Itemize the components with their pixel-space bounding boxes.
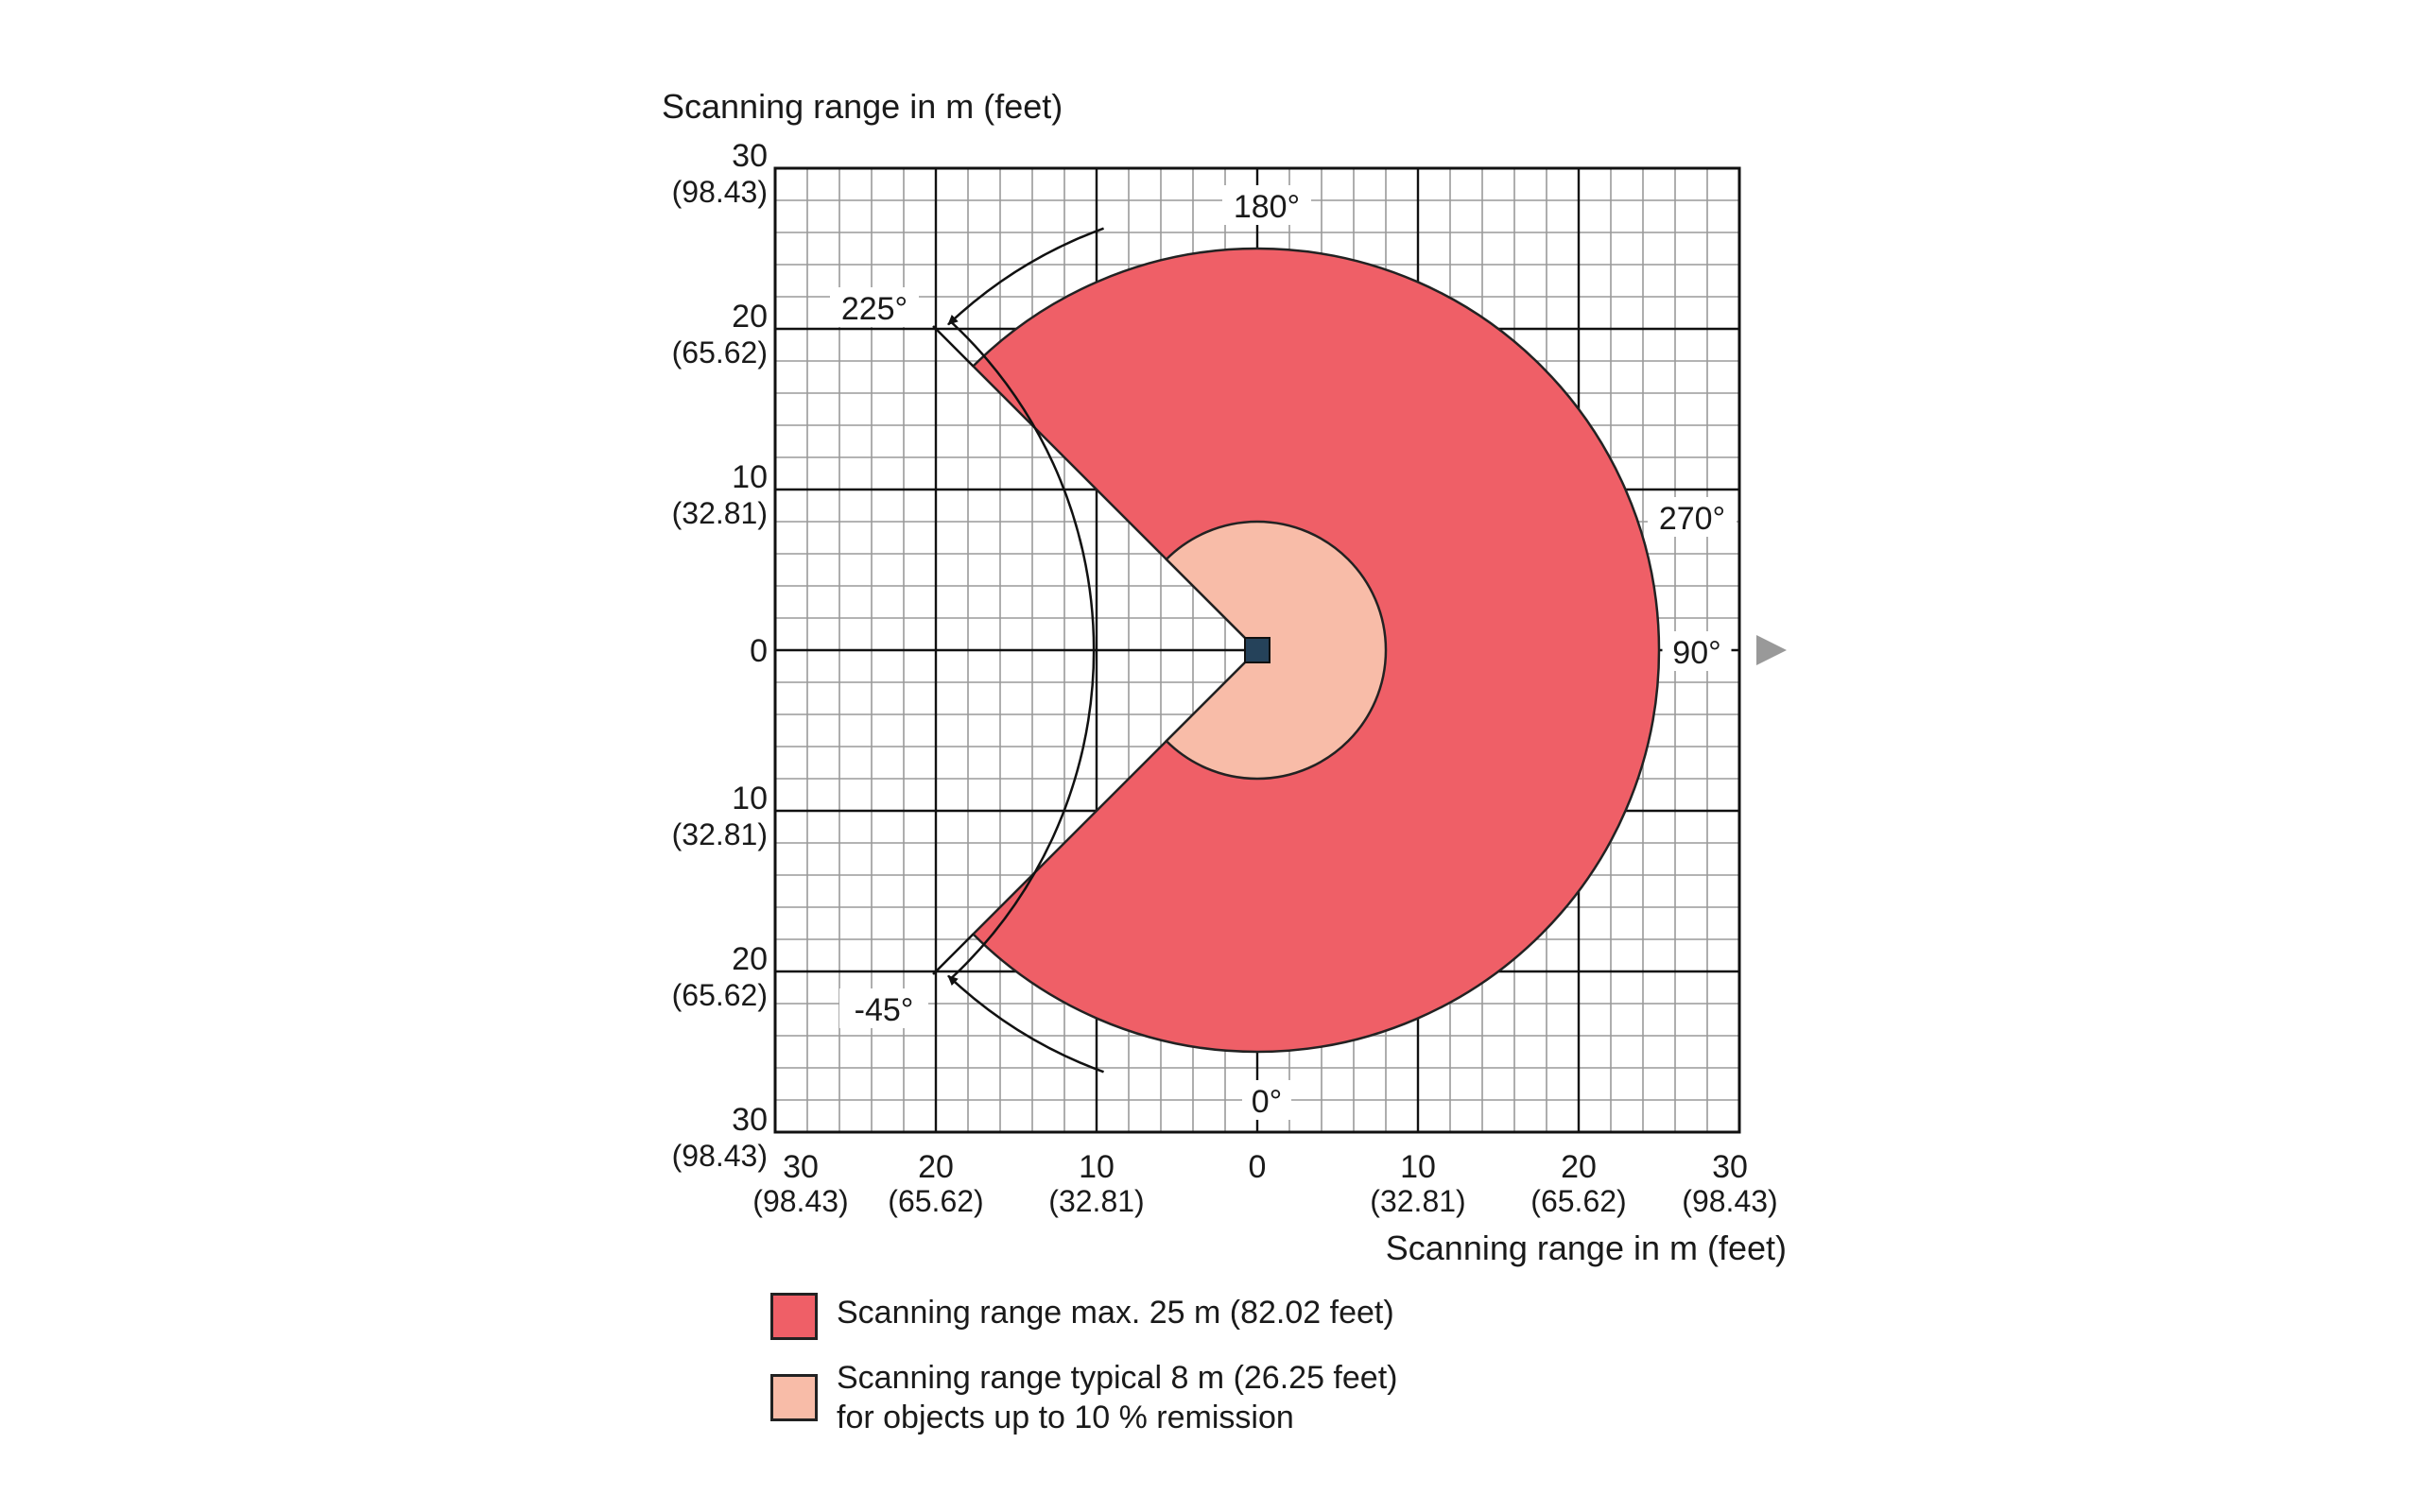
legend-line: for objects up to 10 % remission	[837, 1400, 1294, 1435]
scan-fields	[971, 247, 1661, 1054]
y-axis-ticks: 30(98.43)20(65.62)10(32.81)010(32.81)20(…	[672, 138, 768, 1173]
angle-label: 270°	[1659, 501, 1725, 537]
legend-swatch-max	[770, 1293, 818, 1340]
x-tick-sublabel: (98.43)	[1682, 1184, 1777, 1218]
x-tick-sublabel: (65.62)	[1530, 1184, 1626, 1218]
angle-label: 90°	[1672, 635, 1720, 671]
y-tick-label: 0	[750, 633, 768, 669]
typical-range-field	[1165, 520, 1388, 781]
legend-item-typical-range: Scanning range typical 8 m (26.25 feet) …	[770, 1358, 1397, 1437]
direction-arrow-icon	[1756, 635, 1787, 665]
x-tick-sublabel: (32.81)	[1370, 1184, 1465, 1218]
y-tick-label: 30	[732, 138, 768, 174]
legend-swatch-typical	[770, 1374, 818, 1421]
y-tick-sublabel: (65.62)	[672, 335, 768, 369]
x-tick-sublabel: (98.43)	[752, 1184, 848, 1218]
y-tick-label: 10	[732, 781, 768, 816]
legend-label-max: Scanning range max. 25 m (82.02 feet)	[837, 1293, 1394, 1332]
angle-labels: 180° 225° 270° 90° -45° 0°	[830, 185, 1737, 1120]
angle-scale-arc	[950, 320, 1096, 980]
angle-label-bg	[1648, 497, 1737, 537]
x-tick-label: 20	[1561, 1149, 1597, 1185]
scanner-device	[1244, 637, 1270, 663]
legend-line: Scanning range max. 25 m (82.02 feet)	[837, 1295, 1394, 1331]
x-tick-label: 20	[918, 1149, 954, 1185]
vertical-axis-title: Scanning range in m (feet)	[662, 87, 1063, 126]
angle-label: 180°	[1234, 189, 1300, 225]
x-tick-label: 10	[1079, 1149, 1115, 1185]
legend-label-typical: Scanning range typical 8 m (26.25 feet) …	[837, 1358, 1397, 1437]
angle-label-bg	[830, 287, 919, 327]
angle-arcs	[932, 227, 1787, 1074]
y-tick-sublabel: (32.81)	[672, 817, 768, 851]
legend-item-max-range: Scanning range max. 25 m (82.02 feet)	[770, 1293, 1394, 1340]
angle-label-bg	[1222, 185, 1311, 225]
arc-arrow-225	[947, 227, 1104, 326]
angle-label-bg	[839, 988, 928, 1028]
angle-label: 0°	[1252, 1084, 1283, 1120]
y-tick-sublabel: (32.81)	[672, 496, 768, 530]
angle-label: 225°	[841, 291, 908, 327]
grid-border	[773, 166, 1741, 1134]
y-tick-label: 30	[732, 1102, 768, 1138]
y-tick-label: 20	[732, 941, 768, 977]
y-tick-label: 10	[732, 459, 768, 495]
x-tick-sublabel: (65.62)	[888, 1184, 983, 1218]
field-edge-extension	[932, 325, 975, 368]
legend-line: Scanning range typical 8 m (26.25 feet)	[837, 1360, 1398, 1396]
y-tick-label: 20	[732, 299, 768, 335]
y-tick-sublabel: (98.43)	[672, 175, 768, 209]
x-tick-label: 0	[1249, 1149, 1267, 1185]
horizontal-axis-title: Scanning range in m (feet)	[1386, 1228, 1787, 1267]
x-axis-ticks: 30(98.43)20(65.62)10(32.81)0 10(32.81)20(…	[752, 1149, 1777, 1218]
angle-label-bg	[1242, 1080, 1291, 1120]
x-tick-sublabel: (32.81)	[1048, 1184, 1144, 1218]
angle-label-bg	[1662, 631, 1732, 671]
angle-label: -45°	[855, 992, 914, 1028]
field-edge-extension	[932, 933, 975, 975]
arc-arrow-minus45	[947, 974, 1104, 1074]
y-tick-sublabel: (98.43)	[672, 1139, 768, 1173]
x-tick-label: 30	[783, 1149, 819, 1185]
x-tick-label: 10	[1400, 1149, 1436, 1185]
y-tick-sublabel: (65.62)	[672, 978, 768, 1012]
x-tick-label: 30	[1712, 1149, 1748, 1185]
